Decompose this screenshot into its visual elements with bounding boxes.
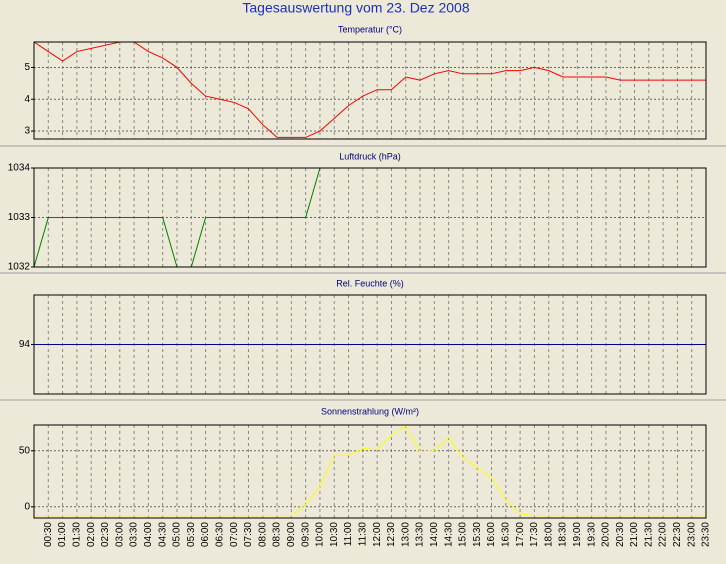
x-tick-label: 14:00 xyxy=(429,522,440,547)
plot-frame xyxy=(33,424,707,519)
x-tick-label: 01:00 xyxy=(57,522,68,547)
x-tick-label: 17:30 xyxy=(529,522,540,547)
panel-title: Temperatur (°C) xyxy=(338,24,402,34)
plot-frame xyxy=(33,41,707,140)
y-tick-label: 1034 xyxy=(8,163,31,174)
y-tick-label: 4 xyxy=(24,94,30,105)
x-tick-label: 12:30 xyxy=(386,522,397,547)
x-tick-label: 11:00 xyxy=(343,522,354,547)
x-tick-label: 02:00 xyxy=(86,522,97,547)
x-tick-label: 22:00 xyxy=(658,522,669,547)
x-tick-label: 13:30 xyxy=(415,522,426,547)
x-tick-label: 00:30 xyxy=(43,522,54,547)
x-tick-label: 18:00 xyxy=(543,522,554,547)
x-tick-label: 07:00 xyxy=(229,522,240,547)
plot-frame xyxy=(33,167,707,268)
x-tick-label: 02:30 xyxy=(100,522,111,547)
x-tick-label: 20:00 xyxy=(601,522,612,547)
x-tick-label: 19:30 xyxy=(586,522,597,547)
data-line xyxy=(33,41,706,138)
x-tick-label: 12:00 xyxy=(372,522,383,547)
x-tick-label: 13:00 xyxy=(400,522,411,547)
data-line xyxy=(34,425,706,517)
y-tick-label: 50 xyxy=(19,445,31,456)
x-tick-label: 05:00 xyxy=(172,522,183,547)
x-tick-label: 21:30 xyxy=(643,522,654,547)
x-tick-label: 09:00 xyxy=(286,522,297,547)
x-tick-label: 09:30 xyxy=(300,522,311,547)
x-tick-label: 06:00 xyxy=(200,522,211,547)
x-tick-label: 08:30 xyxy=(272,522,283,547)
x-tick-label: 15:00 xyxy=(458,522,469,547)
x-tick-label: 03:30 xyxy=(129,522,140,547)
y-tick-label: 3 xyxy=(24,126,30,137)
x-tick-label: 04:00 xyxy=(143,522,154,547)
x-tick-label: 05:30 xyxy=(186,522,197,547)
panel-title: Luftdruck (hPa) xyxy=(339,151,401,161)
y-tick-label: 1033 xyxy=(8,212,31,223)
x-tick-label: 21:00 xyxy=(629,522,640,547)
panel-title: Rel. Feuchte (%) xyxy=(336,278,404,288)
x-tick-label: 11:30 xyxy=(357,522,368,547)
x-tick-label: 23:00 xyxy=(686,522,697,547)
x-tick-label: 20:30 xyxy=(615,522,626,547)
x-tick-label: 18:30 xyxy=(558,522,569,547)
x-tick-label: 01:30 xyxy=(72,522,83,547)
x-tick-label: 10:30 xyxy=(329,522,340,547)
x-tick-label: 15:30 xyxy=(472,522,483,547)
x-tick-label: 16:00 xyxy=(486,522,497,547)
y-tick-label: 1032 xyxy=(8,262,31,273)
x-tick-label: 06:30 xyxy=(215,522,226,547)
y-tick-label: 94 xyxy=(19,339,31,350)
x-tick-label: 17:00 xyxy=(515,522,526,547)
x-tick-label: 10:00 xyxy=(315,522,326,547)
page-title: Tagesauswertung vom 23. Dez 2008 xyxy=(242,0,469,16)
x-tick-label: 22:30 xyxy=(672,522,683,547)
x-tick-label: 04:30 xyxy=(157,522,168,547)
x-tick-label: 19:00 xyxy=(572,522,583,547)
x-tick-label: 14:30 xyxy=(443,522,454,547)
x-tick-label: 23:30 xyxy=(701,522,712,547)
x-tick-label: 03:00 xyxy=(114,522,125,547)
panel-title: Sonnenstrahlung (W/m²) xyxy=(321,406,419,416)
x-tick-label: 16:30 xyxy=(500,522,511,547)
plot-frame xyxy=(33,294,707,395)
y-tick-label: 0 xyxy=(24,501,30,512)
y-tick-label: 5 xyxy=(24,62,30,73)
x-tick-label: 08:00 xyxy=(257,522,268,547)
x-tick-label: 07:30 xyxy=(243,522,254,547)
